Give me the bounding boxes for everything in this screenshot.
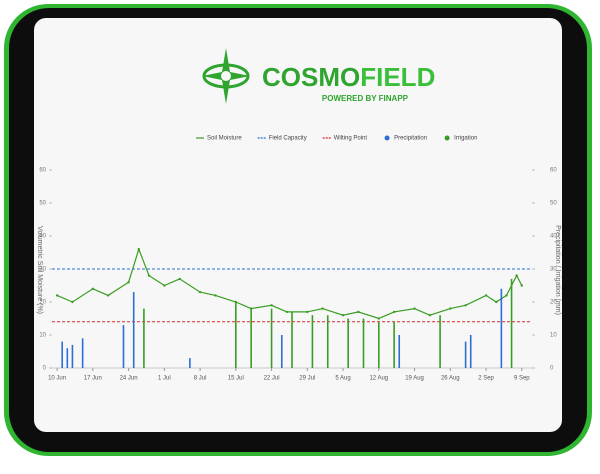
x-tick-label: 2 Sep	[478, 376, 494, 382]
soil-moisture-point	[285, 310, 289, 314]
y2-axis-label: Precipitation / Irrigation (mm)	[554, 225, 561, 315]
y-tick-label: 10	[39, 333, 46, 339]
x-tick-label: 1 Jul	[158, 376, 171, 382]
bar	[291, 311, 293, 368]
bar	[500, 288, 503, 368]
soil-moisture-point	[392, 310, 396, 314]
soil-moisture-point	[495, 300, 498, 304]
soil-moisture-point	[55, 294, 59, 297]
soil-moisture-point	[505, 294, 508, 297]
y-tick-label: 20	[39, 300, 46, 306]
bar	[439, 315, 441, 368]
y2-tick-label: 10	[550, 333, 557, 339]
bar	[250, 308, 252, 368]
soil-moisture-point	[484, 294, 488, 297]
x-tick-label: 29 Jul	[299, 376, 315, 382]
legend-label: Field Capacity	[269, 136, 307, 142]
y-tick-label: 50	[39, 201, 46, 207]
x-tick-label: 19 Aug	[405, 376, 424, 382]
bar	[132, 292, 135, 368]
y-tick-label: 40	[39, 234, 46, 240]
bar	[378, 321, 380, 368]
soil-moisture-point	[515, 274, 518, 277]
brand-a: COSMO	[262, 62, 360, 92]
x-tick-label: 8 Jul	[194, 376, 207, 382]
legend-marker	[444, 135, 450, 141]
logo-icon	[202, 48, 250, 104]
x-tick-label: 15 Jul	[228, 376, 244, 382]
soil-moisture-point	[214, 294, 217, 297]
soil-moisture-point	[464, 304, 467, 307]
x-tick-label: 10 Jun	[48, 376, 66, 382]
x-tick-label: 17 Jun	[84, 376, 102, 382]
soil-moisture-point	[306, 310, 309, 314]
soil-moisture-line	[56, 247, 523, 320]
bar	[235, 302, 237, 368]
y-tick-label: 30	[39, 267, 46, 273]
y2-tick-label: 60	[550, 168, 557, 174]
bar	[280, 335, 283, 368]
soil-moisture-point	[147, 274, 151, 277]
soil-moisture-point	[137, 248, 141, 251]
x-tick-label: 26 Aug	[441, 376, 460, 382]
bar	[326, 315, 329, 368]
bar	[464, 341, 467, 368]
x-tick-label: 9 Sep	[514, 376, 530, 382]
y2-tick-label: 30	[550, 267, 557, 273]
tagline: POWERED BY FINAPP	[322, 94, 409, 103]
soil-moisture-point	[71, 300, 74, 304]
legend-label: Precipitation	[394, 136, 427, 142]
soil-moisture-point	[178, 277, 181, 281]
brand: COSMOFIELD	[262, 62, 435, 92]
soil-moisture-point	[449, 307, 452, 310]
bar	[81, 338, 84, 368]
bar	[469, 335, 472, 368]
soil-moisture-point	[341, 314, 345, 317]
bar	[362, 318, 365, 368]
soil-moisture-point	[198, 290, 202, 294]
x-tick-label: 12 Aug	[369, 376, 388, 382]
y2-tick-label: 0	[550, 366, 554, 372]
soil-moisture-point	[428, 314, 432, 317]
bar	[61, 341, 64, 368]
y2-tick-label: 20	[550, 300, 557, 306]
soil-moisture-point	[520, 284, 523, 287]
legend-label: Irrigation	[454, 136, 477, 142]
legend-marker	[384, 135, 390, 141]
bar	[66, 348, 69, 368]
soil-moisture-point	[321, 307, 324, 310]
legend-label: Soil Moisture	[207, 136, 242, 142]
soil-moisture-point	[413, 307, 416, 310]
bar	[189, 358, 191, 368]
y2-tick-label: 40	[550, 234, 557, 240]
x-tick-label: 5 Aug	[335, 376, 350, 382]
bar	[122, 325, 125, 368]
soil-moisture-point	[270, 304, 273, 307]
bar	[71, 344, 74, 368]
legend: Soil Moisture Field Capacity Wilting Point…	[196, 135, 477, 142]
soil-moisture-point	[91, 287, 95, 290]
legend-label: Wilting Point	[334, 136, 368, 142]
bar	[347, 318, 349, 368]
soil-moisture-point	[377, 317, 381, 320]
bar	[143, 308, 145, 368]
soil-moisture-point	[127, 281, 130, 284]
soil-moisture-point	[106, 294, 110, 297]
x-tick-label: 24 Jun	[120, 376, 138, 382]
bar	[398, 335, 401, 368]
y-tick-label: 0	[43, 366, 47, 372]
soil-moisture-point	[163, 284, 166, 287]
y-tick-label: 60	[39, 168, 46, 174]
soil-moisture-point	[357, 310, 360, 314]
y2-tick-label: 50	[550, 201, 557, 207]
bar	[311, 315, 314, 368]
brand-b: FIELD	[360, 62, 435, 92]
y-axis-label: Volumetric Soil Moisture (%)	[36, 226, 43, 314]
screen	[34, 18, 562, 432]
bar	[510, 278, 513, 368]
bar	[270, 308, 273, 368]
bar	[393, 321, 395, 368]
x-tick-label: 22 Jul	[264, 376, 280, 382]
